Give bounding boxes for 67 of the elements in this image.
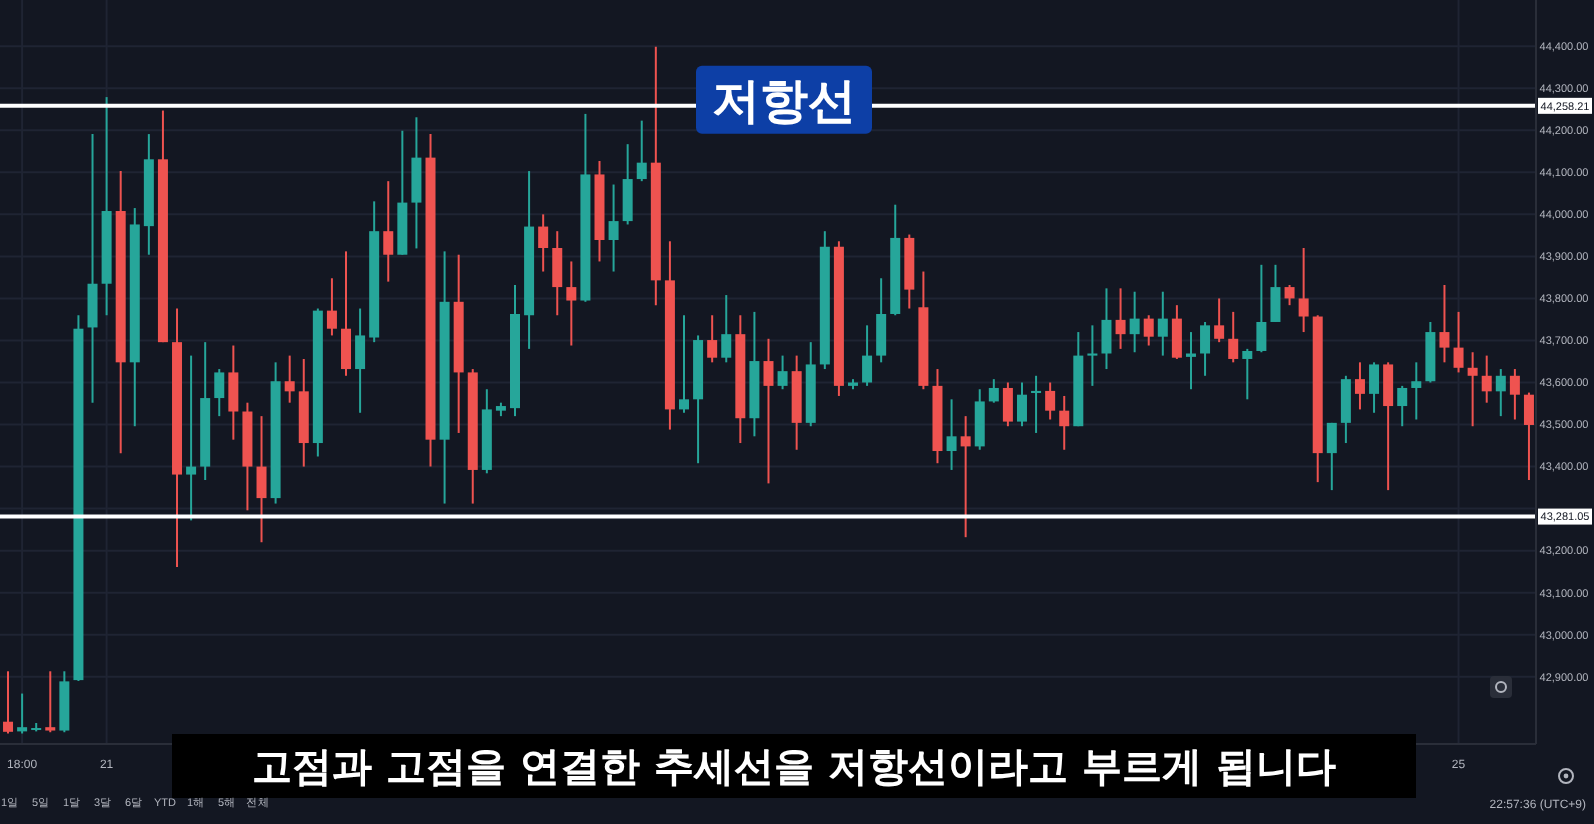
candlestick — [1284, 283, 1295, 307]
candlestick — [622, 143, 633, 226]
candlestick — [45, 670, 56, 734]
candlestick — [1411, 361, 1422, 421]
candlestick — [1256, 263, 1267, 354]
candlestick — [1171, 304, 1182, 360]
candlestick — [1439, 283, 1450, 364]
candlestick — [721, 294, 732, 364]
candlestick — [1298, 247, 1309, 334]
candlestick — [974, 388, 985, 451]
candlestick — [608, 183, 619, 273]
candlestick — [679, 314, 689, 414]
candlestick — [763, 337, 774, 485]
candlestick — [1214, 297, 1225, 344]
candlestick — [1101, 287, 1112, 371]
candlestick — [87, 133, 98, 404]
annotation: 고점과 고점을 연결한 추세선을 저항선이라고 부르게 됩니다 — [252, 742, 1336, 790]
candlestick — [1495, 368, 1506, 418]
candlestick — [1383, 361, 1394, 492]
candlestick — [777, 354, 788, 391]
candlestick — [355, 307, 366, 414]
candlestick — [186, 354, 197, 522]
candlestick — [538, 213, 549, 273]
candlestick — [1002, 381, 1013, 428]
candlestick — [1453, 310, 1464, 374]
candlestick — [862, 324, 873, 387]
candlestick — [284, 354, 295, 404]
candlestick — [341, 250, 352, 377]
candlestick — [636, 119, 647, 183]
candlestick — [1270, 263, 1281, 323]
candlestick — [1242, 347, 1253, 401]
candlestick — [383, 180, 394, 283]
candlestick — [1340, 374, 1351, 445]
candlestick — [1143, 314, 1154, 347]
candlestick — [1016, 381, 1027, 428]
candlestick — [566, 260, 577, 347]
candlestick — [1200, 320, 1211, 377]
candlestick — [3, 670, 14, 735]
candlestick — [1509, 368, 1520, 421]
candlestick — [960, 415, 971, 539]
candlestick — [1059, 394, 1070, 451]
candlestick — [988, 378, 999, 404]
candlestick — [1031, 374, 1042, 434]
candlestick — [1523, 391, 1534, 482]
candlestick — [214, 368, 225, 418]
candlestick — [552, 230, 563, 317]
candlestick — [256, 415, 267, 544]
candlestick — [228, 344, 239, 441]
candlestick — [1354, 361, 1365, 411]
candlestick — [1369, 361, 1380, 414]
candlestick — [1115, 287, 1126, 350]
candlestick — [1228, 310, 1239, 364]
candlestick — [1326, 421, 1337, 492]
annotation: 저항선 — [712, 72, 856, 129]
candlestick — [1045, 381, 1056, 421]
candlestick — [411, 116, 422, 250]
candlestick — [1129, 290, 1140, 354]
candlestick — [1087, 324, 1098, 387]
candlestick — [17, 692, 28, 735]
candlestick — [707, 314, 718, 364]
candlestick — [1481, 354, 1492, 404]
candlestick — [1467, 351, 1478, 428]
candlestick — [1397, 384, 1408, 428]
candlestick — [1157, 290, 1168, 357]
candlestick — [946, 398, 957, 471]
candlestick — [326, 277, 337, 337]
candlestick — [876, 277, 887, 364]
